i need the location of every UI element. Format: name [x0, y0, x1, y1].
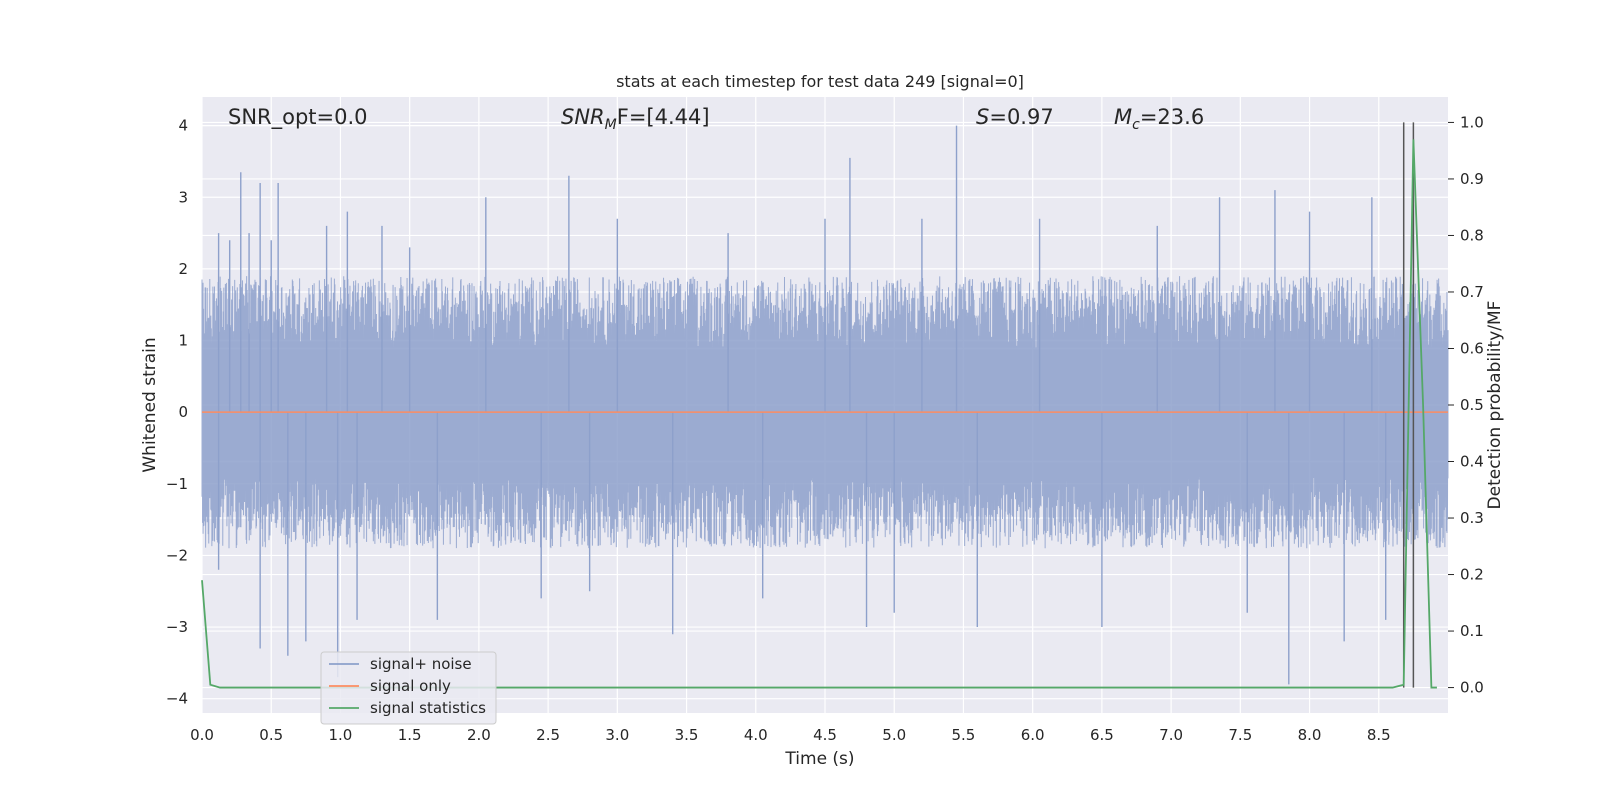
y2-axis-ticks: 1.0 0.9 0.8 0.7 0.6 0.5 0.4 0.3 0.2 0.1 0.0 [1448, 113, 1484, 697]
y-tick-label: 2 [178, 260, 188, 278]
y-axis-label: Whitened strain [140, 337, 160, 472]
legend-label-signal-only: signal only [370, 677, 451, 695]
x-tick-label: 2.0 [467, 726, 491, 744]
x-tick-label: 4.0 [744, 726, 768, 744]
chart-title: stats at each timestep for test data 249… [616, 72, 1024, 91]
x-tick-label: 7.0 [1159, 726, 1183, 744]
y2-tick-label: 0.1 [1460, 622, 1484, 640]
signal-noise-series [201, 125, 1449, 685]
y2-tick-label: 0.7 [1460, 283, 1484, 301]
legend-label-signal-noise: signal+ noise [370, 655, 472, 673]
snr-opt-annotation: SNR_opt=0.0 [228, 105, 368, 130]
y-tick-label: 1 [178, 332, 188, 350]
y2-tick-label: 1.0 [1460, 113, 1484, 131]
s-annotation: S=0.97 [976, 105, 1054, 129]
y-tick-label: −1 [166, 475, 188, 493]
signal-statistics-series [201, 139, 1437, 689]
legend-box [320, 651, 497, 725]
x-tick-label: 8.5 [1367, 726, 1391, 744]
x-tick-label: 6.0 [1021, 726, 1045, 744]
x-tick-label: 6.5 [1090, 726, 1114, 744]
y-axis-ticks: 4 3 2 1 0 −1 −2 −3 −4 [166, 117, 188, 708]
x-tick-label: 5.5 [952, 726, 976, 744]
x-axis-label: Time (s) [784, 749, 854, 769]
x-tick-label: 3.5 [675, 726, 699, 744]
x-tick-label: 1.0 [329, 726, 353, 744]
snr-mf-annotation: SNRMF=[4.44] [561, 105, 710, 133]
y2-tick-label: 0.6 [1460, 339, 1484, 357]
y-tick-label: −4 [166, 690, 188, 708]
legend: signal+ noise signal only signal statist… [320, 651, 497, 725]
y2-axis-label: Detection probability/MF [1485, 301, 1505, 510]
y2-tick-label: 0.4 [1460, 453, 1484, 471]
y-tick-label: −3 [166, 618, 188, 636]
y-tick-label: 4 [178, 117, 188, 135]
y2-tick-label: 0.0 [1460, 679, 1484, 697]
x-axis-ticks: 0.0 0.5 1.0 1.5 2.0 2.5 3.0 3.5 4.0 4.5 5.0 5.5 6.0 6… [190, 726, 1391, 744]
y2-tick-label: 0.2 [1460, 566, 1484, 584]
x-tick-label: 4.5 [813, 726, 837, 744]
y2-tick-label: 0.5 [1460, 396, 1484, 414]
x-tick-label: 0.5 [259, 726, 283, 744]
x-tick-label: 7.5 [1228, 726, 1252, 744]
x-tick-label: 0.0 [190, 726, 214, 744]
y2-tick-label: 0.9 [1460, 170, 1484, 188]
x-tick-label: 8.0 [1298, 726, 1322, 744]
y2-tick-label: 0.3 [1460, 509, 1484, 527]
y2-tick-label: 0.8 [1460, 226, 1484, 244]
signal-statistics-line [201, 139, 1437, 689]
x-tick-label: 5.0 [882, 726, 906, 744]
y-tick-label: −2 [166, 546, 188, 564]
y-tick-label: 3 [178, 188, 188, 206]
x-tick-label: 3.0 [605, 726, 629, 744]
mc-annotation: Mc=23.6 [1114, 105, 1204, 133]
legend-label-signal-statistics: signal statistics [370, 699, 486, 717]
x-tick-label: 1.5 [398, 726, 422, 744]
y-tick-label: 0 [178, 403, 188, 421]
x-tick-label: 2.5 [536, 726, 560, 744]
vertical-markers [1402, 122, 1415, 688]
